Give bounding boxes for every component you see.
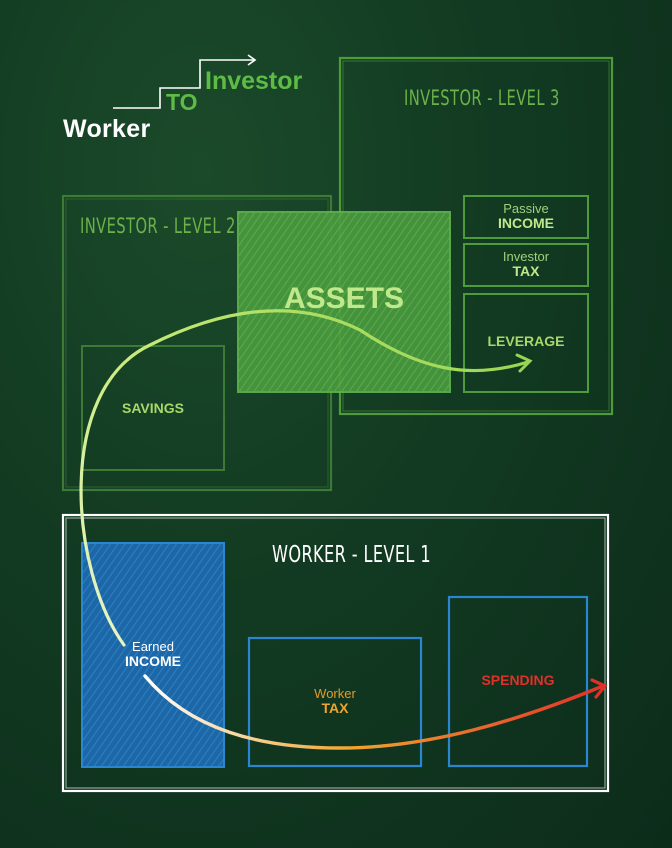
investor-tax-box	[463, 243, 589, 287]
savings-label: SAVINGS	[122, 400, 184, 416]
spending-box	[447, 595, 589, 768]
passive-income-line1: Passive	[503, 201, 549, 216]
level-2-title: INVESTOR - LEVEL 2	[80, 214, 236, 238]
assets-label: ASSETS	[283, 282, 405, 315]
spending-label: SPENDING	[481, 672, 555, 688]
savings-box	[81, 345, 225, 471]
logo-to-text: TO	[166, 89, 198, 115]
step-arrow-icon	[113, 54, 257, 109]
level-3-title: INVESTOR - LEVEL 3	[404, 86, 560, 110]
passive-income-box	[463, 195, 589, 239]
earned-income-label: Earned INCOME	[82, 640, 224, 668]
logo-worker-text: Worker	[63, 115, 151, 143]
worker-tax-label: Worker TAX	[249, 687, 421, 715]
worker-tax-box	[247, 636, 423, 768]
leverage-label: LEVERAGE	[487, 333, 565, 349]
level-1-title: WORKER - LEVEL 1	[272, 542, 431, 568]
worker-level-1-frame	[61, 513, 610, 793]
investor-tax-line2: TAX	[512, 262, 540, 279]
logo-investor-text: Investor	[205, 67, 303, 95]
earned-income-line1: Earned	[132, 639, 174, 654]
curved-arrow-icon	[79, 309, 530, 647]
curved-arrow-head-upper	[515, 353, 533, 373]
assets-box	[237, 211, 451, 393]
earned-income-line2: INCOME	[125, 652, 181, 669]
investor-tax-label: Investor TAX	[464, 250, 588, 278]
earned-income-box	[81, 542, 225, 768]
leverage-box	[463, 293, 589, 393]
investor-tax-line1: Investor	[502, 249, 550, 264]
passive-income-label: Passive INCOME	[464, 202, 588, 230]
curved-arrow-icon	[143, 674, 605, 750]
passive-income-line2: INCOME	[498, 214, 554, 231]
curved-arrow-head-lower	[590, 678, 608, 699]
worker-tax-line2: TAX	[321, 699, 349, 716]
worker-tax-line1: Worker	[314, 686, 356, 701]
